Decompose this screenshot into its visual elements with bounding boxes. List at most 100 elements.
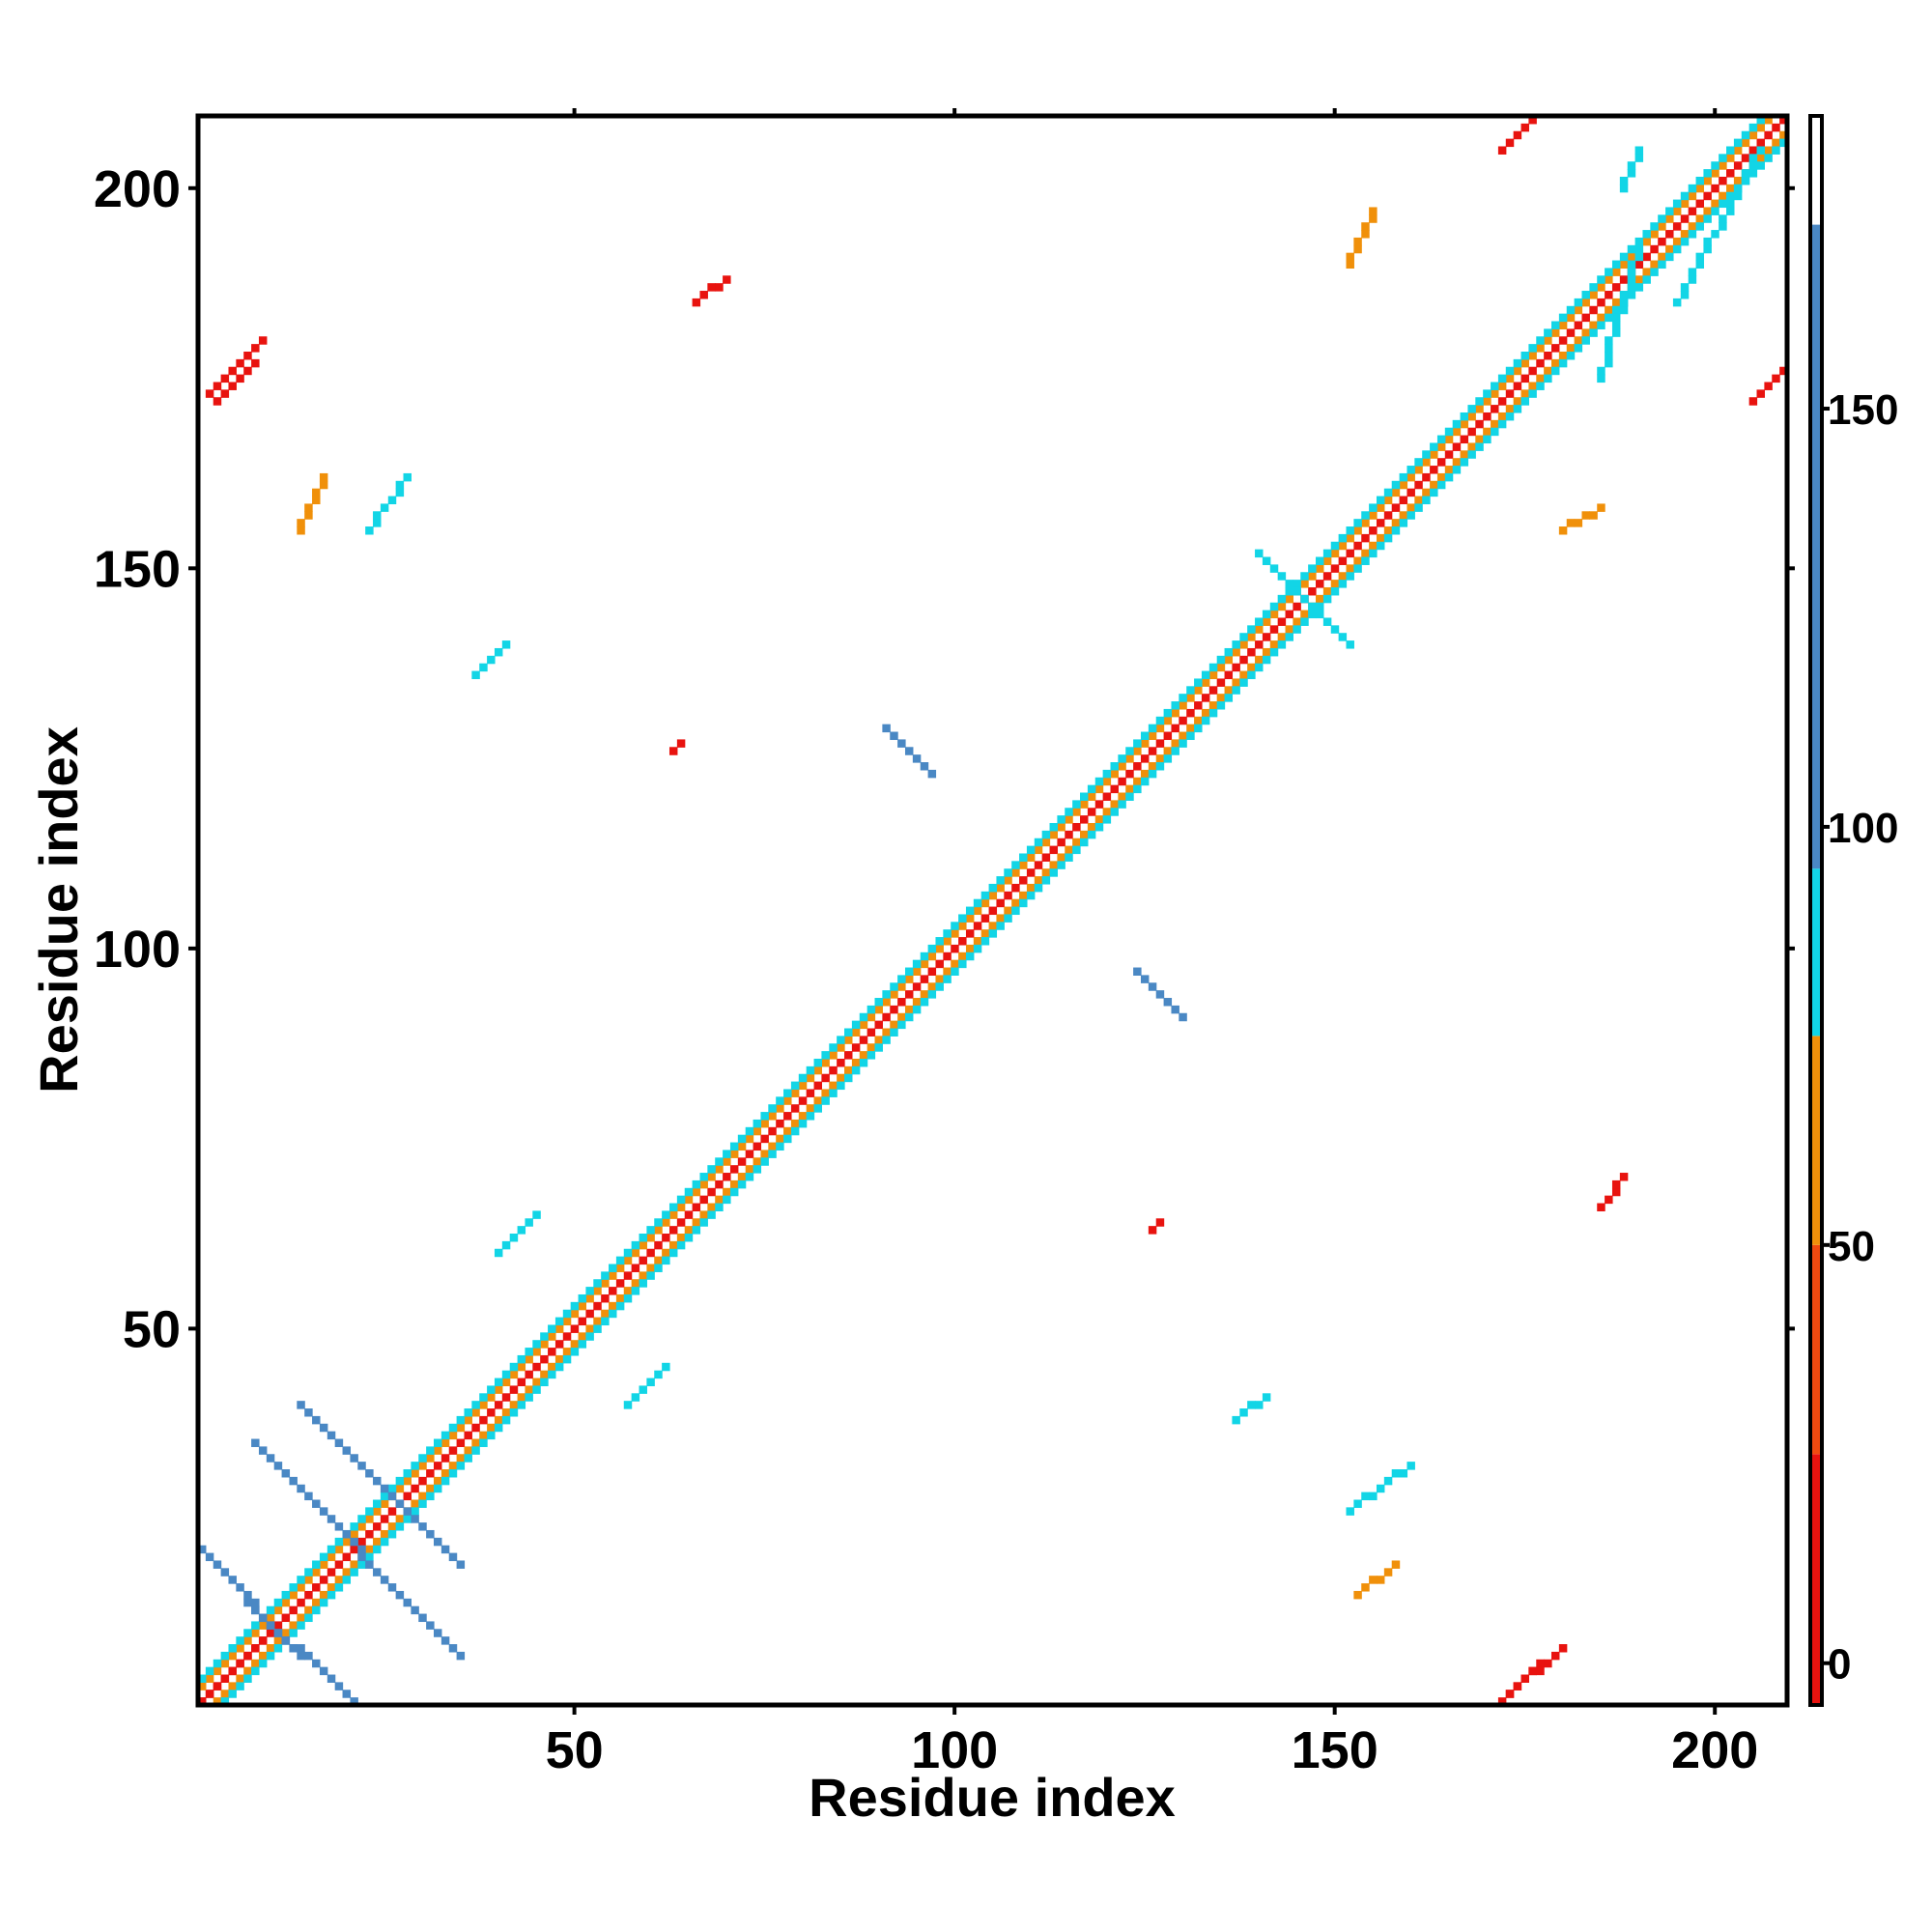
heatmap-cell: [890, 982, 898, 991]
heatmap-cell: [813, 1065, 823, 1075]
heatmap-cell: [1148, 982, 1157, 991]
heatmap-cell: [297, 1484, 305, 1493]
heatmap-cell: [639, 1279, 647, 1288]
heatmap-cell: [1194, 686, 1203, 695]
heatmap-cell: [1475, 405, 1484, 413]
heatmap-cell: [554, 1362, 564, 1372]
heatmap-cell: [723, 1173, 731, 1181]
heatmap-cell: [357, 1522, 366, 1531]
heatmap-cell: [1087, 822, 1096, 832]
heatmap-cell: [1444, 450, 1454, 459]
heatmap-cell: [1094, 815, 1104, 824]
heatmap-cell: [1772, 146, 1780, 155]
heatmap-cell: [1179, 731, 1187, 741]
heatmap-cell: [1361, 549, 1370, 558]
heatmap-cell: [1383, 488, 1393, 497]
heatmap-cell: [350, 1522, 358, 1531]
heatmap-cell: [821, 1073, 830, 1083]
heatmap-cell: [205, 389, 214, 398]
heatmap-cell: [456, 1423, 466, 1433]
heatmap-cell: [1285, 586, 1293, 596]
heatmap-cell: [639, 1240, 647, 1250]
heatmap-cell: [464, 1415, 472, 1425]
heatmap-cell: [1605, 336, 1613, 345]
heatmap-cell: [471, 670, 480, 680]
heatmap-cell: [973, 937, 982, 946]
heatmap-cell: [1277, 602, 1287, 611]
heatmap-cell: [920, 998, 929, 1007]
heatmap-cell: [373, 1537, 382, 1547]
heatmap-cell: [1399, 496, 1408, 505]
heatmap-cell: [1491, 427, 1499, 437]
heatmap-cell: [1330, 625, 1340, 634]
heatmap-cell: [897, 739, 906, 748]
heatmap-cell: [487, 1431, 496, 1440]
heatmap-cell: [1406, 503, 1415, 512]
heatmap-cell: [927, 944, 937, 953]
heatmap-cell: [1391, 1560, 1401, 1569]
heatmap-cell: [1338, 633, 1348, 641]
heatmap-cell: [615, 1279, 625, 1288]
heatmap-cell: [1216, 678, 1226, 687]
heatmap-cell: [373, 1545, 382, 1554]
heatmap-cell: [1581, 328, 1590, 337]
heatmap-cell: [1399, 1469, 1408, 1478]
heatmap-cell: [639, 1271, 647, 1280]
heatmap-cell: [1087, 792, 1096, 801]
heatmap-cell: [1605, 313, 1613, 323]
heatmap-cell: [1436, 435, 1446, 444]
heatmap-cell: [213, 1659, 222, 1668]
heatmap-cell: [327, 1590, 336, 1600]
heatmap-cell: [1703, 244, 1712, 254]
heatmap-cell: [753, 1126, 762, 1136]
heatmap-cell: [1383, 496, 1393, 505]
heatmap-cell: [578, 1293, 587, 1303]
heatmap-cell: [1293, 580, 1301, 588]
heatmap-cell: [1353, 237, 1362, 246]
heatmap-cell: [912, 754, 922, 763]
heatmap-cell: [236, 1659, 244, 1668]
heatmap-cell: [1551, 366, 1560, 376]
heatmap-cell: [996, 898, 1005, 908]
heatmap-cell: [1719, 176, 1727, 185]
heatmap-cell: [1650, 222, 1659, 231]
heatmap-cell: [1330, 586, 1340, 596]
heatmap-cell: [1308, 564, 1317, 573]
heatmap-cell: [1574, 321, 1583, 329]
heatmap-cell: [745, 1126, 754, 1136]
heatmap-cell: [1300, 594, 1309, 604]
heatmap-cell: [464, 1431, 472, 1440]
heatmap-cell: [1080, 800, 1089, 809]
heatmap-cell: [631, 1287, 640, 1295]
heatmap-cell: [1163, 998, 1173, 1007]
heatmap-cell: [585, 1309, 594, 1319]
heatmap-cell: [1711, 184, 1719, 193]
heatmap-cell: [1658, 260, 1666, 270]
heatmap-cell: [1262, 647, 1271, 657]
heatmap-cell: [395, 480, 405, 490]
heatmap-cell: [935, 959, 944, 969]
heatmap-cell: [1338, 556, 1348, 565]
heatmap-cell: [1491, 382, 1499, 390]
heatmap-cell: [874, 1043, 883, 1052]
heatmap-cell: [312, 496, 321, 505]
heatmap-cell: [395, 1522, 405, 1531]
heatmap-cell: [965, 944, 975, 953]
heatmap-cell: [684, 1210, 694, 1219]
heatmap-cell: [951, 959, 959, 969]
heatmap-cell: [1308, 602, 1317, 611]
heatmap-cell: [1361, 556, 1370, 565]
heatmap-cell: [1658, 252, 1666, 262]
heatmap-cell: [1004, 906, 1012, 916]
heatmap-cell: [380, 1576, 389, 1584]
heatmap-cell: [1399, 480, 1408, 490]
heatmap-cell: [753, 1157, 762, 1166]
heatmap-cell: [1597, 298, 1605, 307]
heatmap-cell: [988, 891, 998, 900]
heatmap-cell: [1239, 670, 1248, 680]
heatmap-cell: [1452, 427, 1462, 437]
heatmap-cell: [312, 1598, 321, 1607]
heatmap-cell: [1719, 222, 1727, 231]
heatmap-cell: [707, 283, 716, 292]
heatmap-cell: [517, 1393, 526, 1402]
